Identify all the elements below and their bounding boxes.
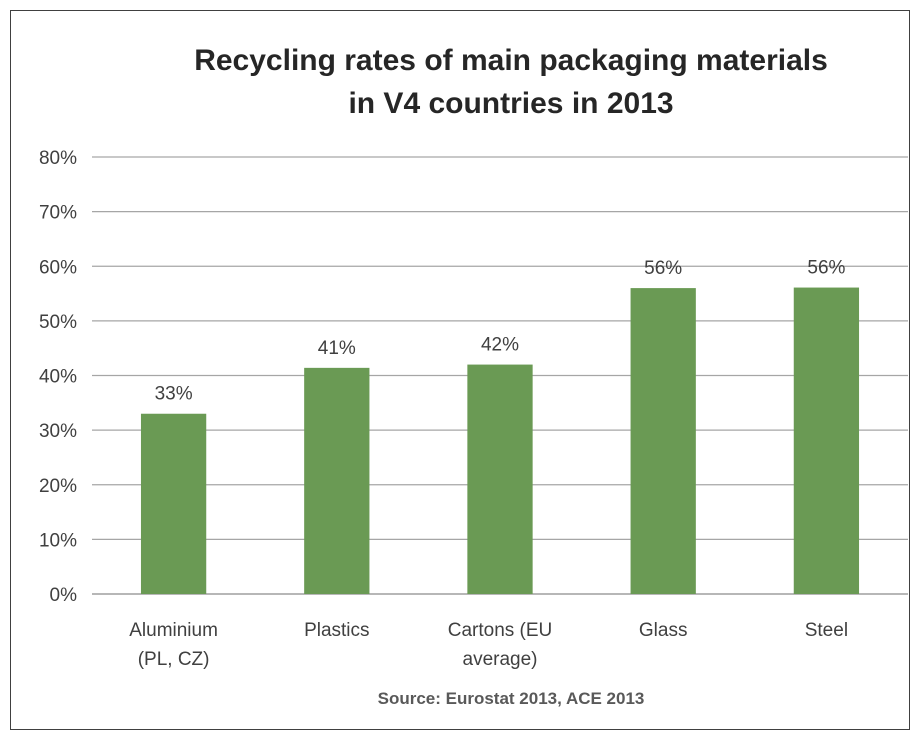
category-label: Glass (639, 620, 688, 641)
bar (793, 287, 860, 594)
data-label: 56% (807, 258, 845, 279)
y-tick-label: 70% (39, 203, 77, 224)
data-label: 33% (155, 384, 193, 405)
category-labels: Aluminium (PL, CZ) Plastics Cartons (EU aver… (129, 620, 848, 670)
category-label: Aluminium (129, 620, 218, 641)
y-tick-label: 60% (39, 257, 77, 278)
chart-title-line-2: in V4 countries in 2013 (348, 87, 673, 120)
data-labels: 33% 41% 42% 56% 56% (155, 258, 846, 405)
y-tick-label: 20% (39, 476, 77, 497)
y-tick-label: 0% (50, 585, 78, 606)
y-tick-label: 50% (39, 312, 77, 333)
y-tick-label: 30% (39, 421, 77, 442)
bars (140, 287, 860, 594)
bar-chart: Recycling rates of main packaging materi… (39, 44, 908, 708)
y-tick-label: 40% (39, 367, 77, 388)
data-label: 41% (318, 338, 356, 359)
category-label: Cartons (EU (448, 620, 553, 641)
source-note: Source: Eurostat 2013, ACE 2013 (378, 689, 645, 708)
data-label: 42% (481, 335, 519, 356)
category-label: Plastics (304, 620, 369, 641)
chart-title-line-1: Recycling rates of main packaging materi… (194, 44, 828, 77)
bar (467, 364, 533, 594)
bar (304, 367, 370, 594)
chart-title: Recycling rates of main packaging materi… (194, 44, 828, 120)
data-label: 56% (644, 258, 682, 279)
chart-frame: Recycling rates of main packaging materi… (10, 10, 910, 730)
category-label: (PL, CZ) (138, 649, 210, 670)
bar (630, 288, 696, 594)
category-label: average) (463, 649, 538, 670)
y-axis-tick-labels: 0% 10% 20% 30% 40% 50% 60% 70% 80% (39, 148, 77, 606)
y-tick-label: 80% (39, 148, 77, 169)
y-tick-label: 10% (39, 530, 77, 551)
category-label: Steel (805, 620, 848, 641)
bar (140, 413, 207, 594)
